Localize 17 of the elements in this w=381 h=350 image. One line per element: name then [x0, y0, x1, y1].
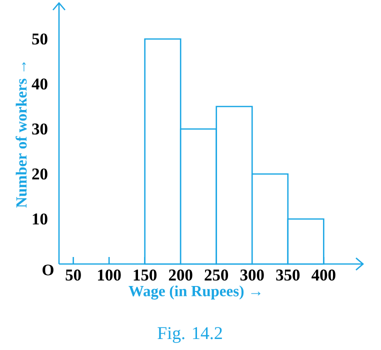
x-tick-label: 200	[168, 270, 192, 281]
x-tick-label: 350	[276, 270, 300, 281]
y-tick-label: 10	[32, 213, 48, 225]
text: O	[42, 264, 54, 276]
y-tick-label: 40	[32, 78, 48, 90]
x-tick-label: 150	[134, 270, 157, 281]
y-tick-label: 20	[32, 168, 48, 180]
x-tick-label: 100	[98, 270, 121, 281]
x-tick-label: 400	[312, 270, 336, 281]
x-tick-label: 50	[66, 270, 81, 281]
x-tick-label: 250	[204, 270, 228, 281]
y-axis-title: Number of workers →	[16, 62, 27, 208]
x-axis-title: Wage (in Rupees) →	[128, 285, 260, 300]
y-tick-label: 30	[32, 123, 48, 135]
caption: Fig. 14.2	[158, 327, 222, 343]
y-tick-label: 50	[32, 33, 48, 45]
x-tick-label: 300	[240, 270, 264, 281]
